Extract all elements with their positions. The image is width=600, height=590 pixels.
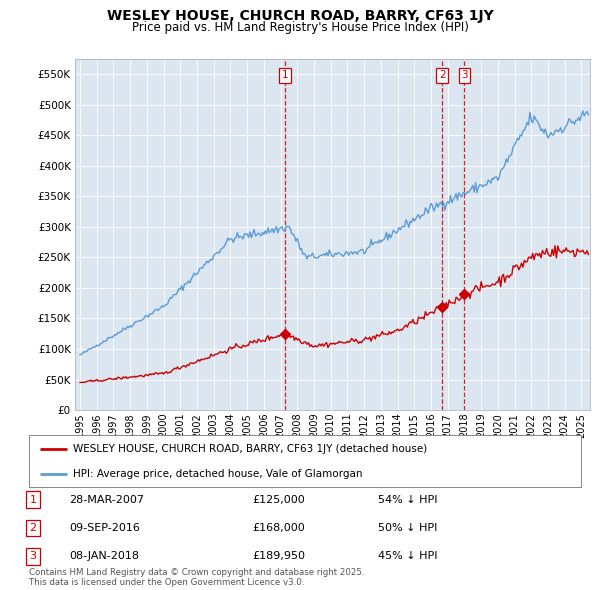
Text: WESLEY HOUSE, CHURCH ROAD, BARRY, CF63 1JY (detached house): WESLEY HOUSE, CHURCH ROAD, BARRY, CF63 1… — [73, 444, 427, 454]
Text: 08-JAN-2018: 08-JAN-2018 — [69, 552, 139, 561]
Text: £168,000: £168,000 — [252, 523, 305, 533]
Text: 45% ↓ HPI: 45% ↓ HPI — [378, 552, 437, 561]
Text: 09-SEP-2016: 09-SEP-2016 — [69, 523, 140, 533]
Text: HPI: Average price, detached house, Vale of Glamorgan: HPI: Average price, detached house, Vale… — [73, 469, 362, 478]
Text: 3: 3 — [29, 552, 37, 561]
Text: 1: 1 — [281, 70, 288, 80]
Text: WESLEY HOUSE, CHURCH ROAD, BARRY, CF63 1JY: WESLEY HOUSE, CHURCH ROAD, BARRY, CF63 1… — [107, 9, 493, 24]
Text: 28-MAR-2007: 28-MAR-2007 — [69, 495, 144, 504]
Text: £189,950: £189,950 — [252, 552, 305, 561]
Text: 50% ↓ HPI: 50% ↓ HPI — [378, 523, 437, 533]
Text: 2: 2 — [439, 70, 445, 80]
Text: 54% ↓ HPI: 54% ↓ HPI — [378, 495, 437, 504]
Text: 2: 2 — [29, 523, 37, 533]
Text: 1: 1 — [29, 495, 37, 504]
Text: Contains HM Land Registry data © Crown copyright and database right 2025.
This d: Contains HM Land Registry data © Crown c… — [29, 568, 364, 587]
Text: 3: 3 — [461, 70, 468, 80]
Text: £125,000: £125,000 — [252, 495, 305, 504]
Text: Price paid vs. HM Land Registry's House Price Index (HPI): Price paid vs. HM Land Registry's House … — [131, 21, 469, 34]
